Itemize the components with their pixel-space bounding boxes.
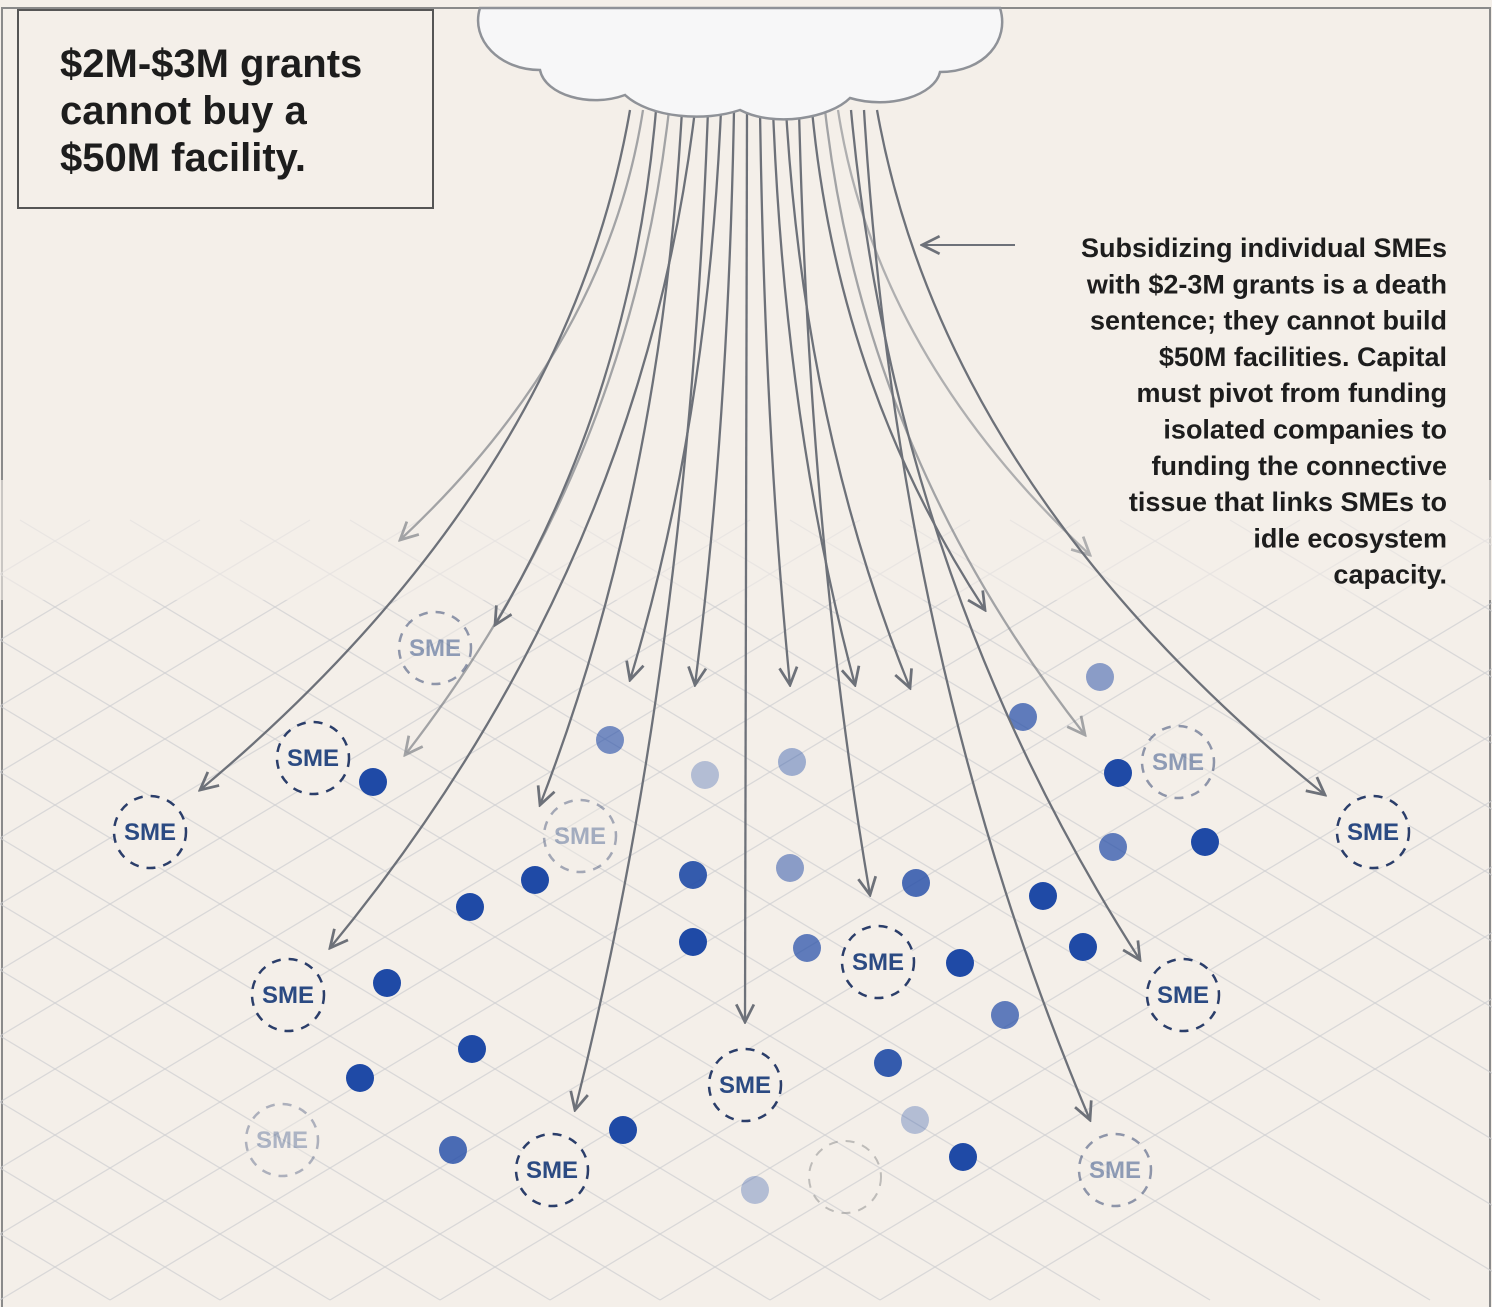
annotation-line: idle ecosystem [1253,523,1447,553]
annotation-line: $50M facilities. Capital [1159,342,1447,372]
sme-label: SME [526,1157,578,1184]
sme-label: SME [554,823,606,850]
dot [596,726,624,754]
sme-node: SME [516,1134,588,1206]
dot [1191,828,1219,856]
dot [679,861,707,889]
dot [991,1001,1019,1029]
annotation-line: Subsidizing individual SMEs [1081,233,1447,263]
sme-node: SME [246,1104,318,1176]
dot [778,748,806,776]
sme-label: SME [409,635,461,662]
dot [1104,759,1132,787]
sme-node: SME [277,722,349,794]
sme-node: SME [544,800,616,872]
page: SMESMESMESMESMESMESMESMESMESMESMESMESME … [0,0,1492,1307]
dot [1099,833,1127,861]
dot [776,854,804,882]
sme-node: SME [399,612,471,684]
dot [691,761,719,789]
sme-label: SME [719,1072,771,1099]
dot [901,1106,929,1134]
sme-node: SME [114,796,186,868]
title-line: cannot buy a [60,89,307,133]
sme-label: SME [1089,1157,1141,1184]
dot [1086,663,1114,691]
sme-label: SME [1347,819,1399,846]
sme-label: SME [124,819,176,846]
dot [609,1116,637,1144]
dot [793,934,821,962]
sme-label: SME [1157,982,1209,1009]
annotation-line: tissue that links SMEs to [1129,487,1447,517]
sme-node: SME [252,959,324,1031]
dot [373,969,401,997]
sme-label: SME [262,982,314,1009]
annotation-line: isolated companies to [1163,415,1447,445]
sme-node: SME [1337,796,1409,868]
annotation-line: funding the connective [1151,451,1447,481]
annotation-line: must pivot from funding [1137,378,1447,408]
sme-node: SME [1079,1134,1151,1206]
sme-label: SME [1152,749,1204,776]
sme-node: SME [842,926,914,998]
annotation-line: with $2-3M grants is a death [1086,269,1447,299]
dot [679,928,707,956]
diagram: SMESMESMESMESMESMESMESMESMESMESMESMESME … [0,0,1492,1307]
annotation-line: capacity. [1333,560,1447,590]
dot [521,866,549,894]
dot [902,869,930,897]
dot [439,1136,467,1164]
dot [359,768,387,796]
dot [1069,933,1097,961]
sme-label: SME [287,745,339,772]
dot [458,1035,486,1063]
annotation-line: sentence; they cannot build [1090,306,1447,336]
sme-node: SME [1142,726,1214,798]
dot [1029,882,1057,910]
dot [456,893,484,921]
sme-label: SME [256,1127,308,1154]
dot [346,1064,374,1092]
sme-node: SME [1147,959,1219,1031]
dot [874,1049,902,1077]
title-line: $50M facility. [60,136,306,180]
dot [949,1143,977,1171]
title-line: $2M-$3M grants [60,42,362,86]
dot [741,1176,769,1204]
sme-label: SME [852,949,904,976]
dot [946,949,974,977]
sme-node: SME [709,1049,781,1121]
